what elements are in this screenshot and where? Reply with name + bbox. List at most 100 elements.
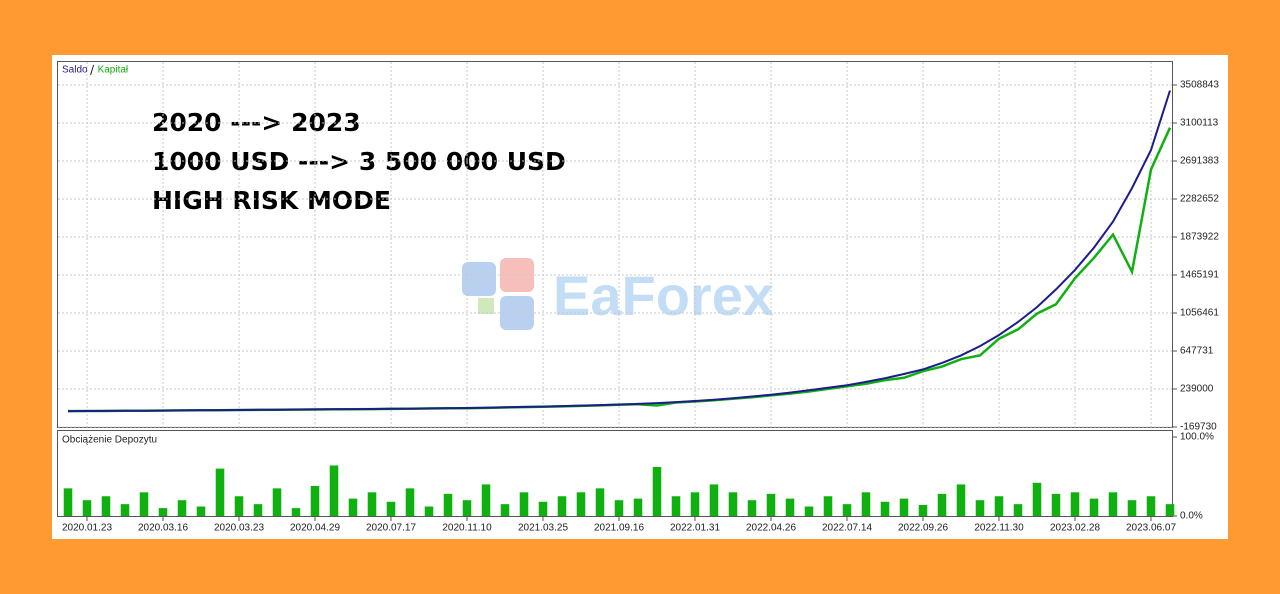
bar (500, 504, 510, 516)
legend-separator (90, 64, 95, 76)
y-tick-label: 239000 (1180, 384, 1214, 395)
bar (348, 498, 358, 516)
bar (101, 496, 111, 516)
logo-shape (462, 262, 496, 296)
bar (538, 501, 548, 516)
bar (652, 467, 662, 516)
bar (614, 500, 624, 516)
x-tick-label: 2020.07.17 (366, 523, 416, 534)
x-tick-label: 2021.03.25 (518, 523, 568, 534)
bar (272, 488, 282, 516)
bar (1165, 504, 1175, 516)
y-tick-label: 1056461 (1180, 308, 1219, 319)
watermark: EaForex (553, 264, 774, 327)
bar (766, 493, 776, 516)
bar (994, 496, 1004, 516)
bar (918, 504, 928, 516)
bar (253, 504, 263, 516)
logo-shape (500, 296, 534, 330)
bar (804, 506, 814, 516)
bar (158, 508, 168, 516)
logo (462, 258, 534, 330)
x-tick-label: 2021.09.16 (594, 523, 644, 534)
bar (747, 500, 757, 516)
annotation: HIGH RISK MODE (152, 186, 391, 215)
x-tick-label: 2020.01.23 (62, 523, 112, 534)
bar (633, 498, 643, 516)
load-frame (57, 430, 1173, 517)
bar (671, 496, 681, 516)
bar (899, 498, 909, 516)
bar (139, 492, 149, 516)
y-tick-label: 0.0% (1180, 511, 1203, 522)
bar (63, 488, 73, 516)
bar (937, 493, 947, 516)
bar (690, 492, 700, 516)
y-tick-label: -169730 (1180, 422, 1217, 433)
x-tick-label: 2020.11.10 (442, 523, 492, 534)
bar (842, 504, 852, 516)
bar (1127, 500, 1137, 516)
x-tick-label: 2022.11.30 (974, 523, 1024, 534)
logo-shape (500, 258, 534, 292)
x-tick-label: 2022.01.31 (670, 523, 720, 534)
legend-entry: Kapitał (98, 65, 129, 76)
bar (310, 485, 320, 516)
bar (82, 500, 92, 516)
x-tick-label: 2020.03.23 (214, 523, 264, 534)
bar (519, 492, 529, 516)
bar (215, 468, 225, 516)
y-tick-label: 100.0% (1180, 432, 1214, 443)
bar (1089, 498, 1099, 516)
x-tick-label: 2022.07.14 (822, 523, 872, 534)
x-tick-label: 2022.04.26 (746, 523, 796, 534)
bar (785, 498, 795, 516)
bar (1146, 496, 1156, 516)
bar (462, 500, 472, 516)
bar (1108, 492, 1118, 516)
bar (386, 501, 396, 516)
bar (329, 465, 339, 516)
bar (595, 488, 605, 516)
bar (1032, 482, 1042, 516)
bar (367, 492, 377, 516)
logo-shape (478, 298, 494, 314)
bar (557, 496, 567, 516)
x-tick-label: 2022.09.26 (898, 523, 948, 534)
series-line (67, 90, 1171, 413)
bar (120, 504, 130, 516)
bar (234, 496, 244, 516)
bar (975, 500, 985, 516)
x-tick-label: 2020.04.29 (290, 523, 340, 534)
x-tick-label: 2023.02.28 (1050, 523, 1100, 534)
y-tick-label: 3100113 (1180, 118, 1219, 129)
x-tick-label: 2023.06.07 (1126, 523, 1176, 534)
bar (424, 506, 434, 516)
y-tick-label: 2691383 (1180, 156, 1219, 167)
bar (956, 484, 966, 516)
panel (52, 55, 1228, 539)
load-title: Obciążenie Depozytu (62, 435, 157, 446)
x-tick-label: 2020.03.16 (138, 523, 188, 534)
bar (481, 484, 491, 516)
bar (1013, 504, 1023, 516)
bar (177, 500, 187, 516)
bar (1051, 493, 1061, 516)
bar (823, 496, 833, 516)
bar (405, 488, 415, 516)
bar (291, 508, 301, 516)
bar (709, 484, 719, 516)
y-tick-label: 2282652 (1180, 194, 1219, 205)
bar (196, 506, 206, 516)
bar (1070, 492, 1080, 516)
annotation: 1000 USD ---> 3 500 000 USD (152, 147, 566, 176)
y-tick-label: 3508843 (1180, 80, 1219, 91)
y-tick-label: 1465191 (1180, 270, 1219, 281)
bar (728, 492, 738, 516)
y-tick-label: 647731 (1180, 346, 1214, 357)
legend-entry: Saldo (62, 65, 88, 76)
bar (880, 501, 890, 516)
y-tick-label: 1873922 (1180, 232, 1219, 243)
